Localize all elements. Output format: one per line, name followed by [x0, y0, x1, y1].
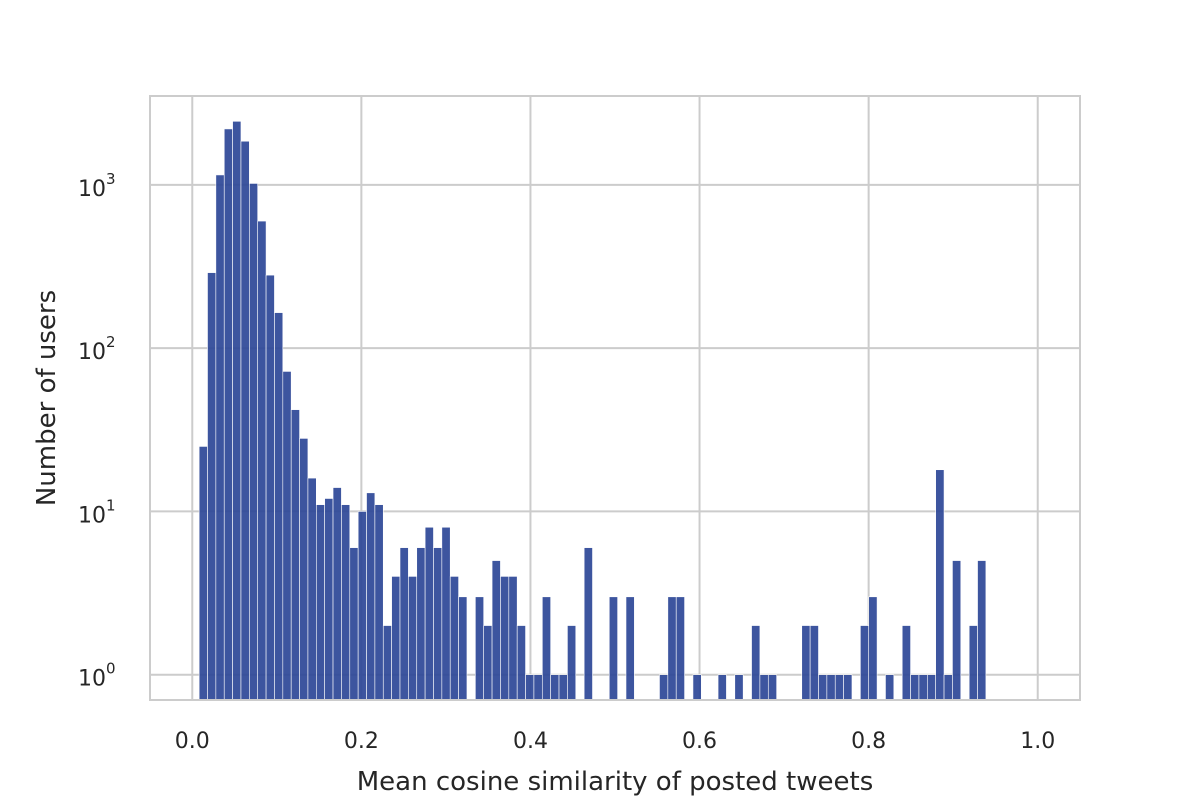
- histogram-bar: [424, 526, 434, 701]
- x-tick-label: 0.4: [513, 729, 548, 754]
- histogram-bar: [374, 504, 384, 701]
- histogram-bar: [357, 511, 367, 701]
- histogram-bar: [516, 625, 526, 701]
- histogram-bar: [265, 274, 275, 701]
- histogram-bar: [232, 120, 242, 701]
- histogram-bar: [868, 596, 878, 701]
- y-axis-label: Number of users: [32, 290, 62, 506]
- histogram-bar: [901, 625, 911, 701]
- histogram-bar: [299, 438, 309, 701]
- histogram-bar: [240, 140, 250, 701]
- x-tick-label: 1.0: [1020, 729, 1055, 754]
- histogram-bar: [759, 674, 769, 701]
- histogram-bar: [918, 674, 928, 701]
- histogram-bar: [943, 674, 953, 701]
- histogram-bar: [809, 625, 819, 701]
- histogram-bar: [332, 487, 342, 701]
- histogram-bar: [433, 547, 443, 701]
- histogram-bar: [475, 596, 485, 701]
- histogram-bar: [366, 492, 376, 701]
- histogram-bar: [349, 547, 359, 701]
- histogram-bar: [249, 183, 259, 701]
- histogram-bar: [860, 625, 870, 701]
- histogram-bar: [550, 674, 560, 701]
- histogram-bar: [558, 674, 568, 701]
- histogram-bar: [408, 576, 418, 701]
- histogram-bar: [399, 547, 409, 701]
- x-tick-label: 0.6: [682, 729, 717, 754]
- histogram-bar: [416, 547, 426, 701]
- histogram-bar: [207, 272, 217, 701]
- histogram-bar: [441, 526, 451, 701]
- y-tick-label: 100: [78, 660, 116, 692]
- histogram-bar: [500, 576, 510, 701]
- histogram-bar: [692, 674, 702, 701]
- histogram-bar: [483, 625, 493, 701]
- histogram-bar: [508, 576, 518, 701]
- histogram-bar: [583, 547, 593, 701]
- histogram-bar: [818, 674, 828, 701]
- histogram-bar: [316, 504, 325, 701]
- histogram-bar: [717, 674, 727, 701]
- histogram-bar: [223, 128, 233, 701]
- y-tick-label: 101: [78, 496, 116, 528]
- plot-frame: [149, 95, 1081, 701]
- histogram-bar: [525, 674, 535, 701]
- y-tick-labels: 100 101 102 103: [78, 170, 116, 692]
- histogram-bar: [449, 576, 459, 701]
- histogram-bar: [458, 596, 468, 701]
- y-tick-label: 103: [78, 170, 116, 202]
- histogram-bar: [734, 674, 744, 701]
- x-tick-label: 0.8: [851, 729, 886, 754]
- histogram-bar: [274, 312, 284, 701]
- histogram-bar: [382, 625, 392, 701]
- histogram-bar: [324, 498, 334, 701]
- histogram-bar: [885, 674, 895, 701]
- histogram-bar: [625, 596, 635, 701]
- histogram-bar: [659, 674, 669, 701]
- histogram-bar: [541, 596, 551, 701]
- histogram-bar: [751, 625, 761, 701]
- histogram-bar: [977, 560, 987, 701]
- histogram-bar: [968, 625, 978, 701]
- histogram-bar: [675, 596, 685, 701]
- histogram-bar: [801, 625, 811, 701]
- histogram-bar: [257, 220, 267, 701]
- x-tick-label: 0.0: [175, 729, 210, 754]
- histogram-bar: [307, 477, 317, 701]
- histogram-bar: [834, 674, 844, 701]
- histogram-bar: [341, 504, 351, 701]
- x-axis-label: Mean cosine similarity of posted tweets: [357, 767, 873, 797]
- histogram-bar: [927, 674, 936, 701]
- histogram-bar: [910, 674, 920, 701]
- x-tick-label: 0.2: [344, 729, 379, 754]
- histogram-bar: [290, 409, 300, 701]
- histogram-bar: [843, 674, 853, 701]
- histogram-bar: [767, 674, 777, 701]
- x-tick-labels: 0.0 0.2 0.4 0.6 0.8 1.0: [175, 729, 1055, 754]
- histogram-bar: [391, 576, 401, 701]
- histogram-bar: [667, 596, 677, 701]
- histogram-bar: [282, 371, 292, 701]
- histogram-bar: [215, 174, 225, 701]
- histogram-bar: [952, 560, 962, 701]
- histogram-bar: [533, 674, 543, 701]
- y-tick-label: 102: [78, 333, 116, 365]
- histogram-bar: [491, 560, 501, 701]
- histogram-bar: [567, 625, 577, 701]
- histogram-bar: [608, 596, 618, 701]
- histogram-bar: [198, 446, 208, 701]
- histogram-bar: [935, 469, 945, 701]
- histogram-bar: [826, 674, 836, 701]
